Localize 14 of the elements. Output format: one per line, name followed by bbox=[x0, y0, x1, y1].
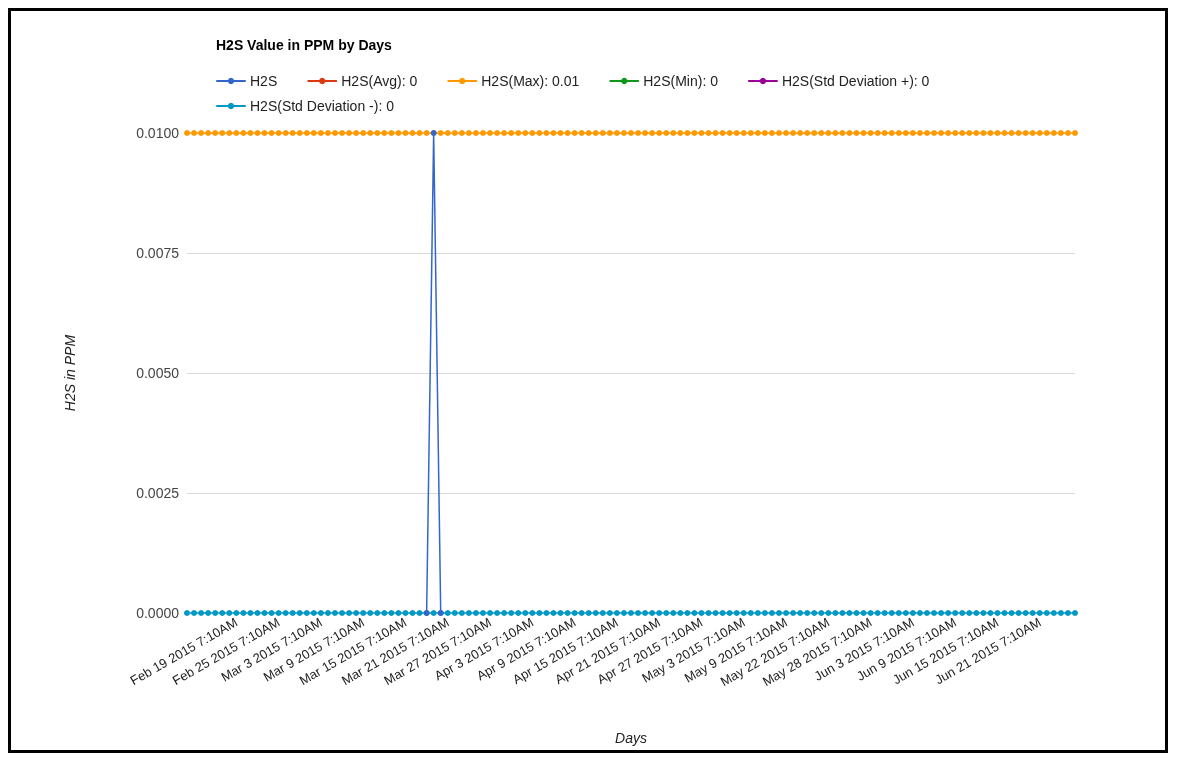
y-tick-label: 0.0000 bbox=[136, 605, 180, 621]
y-tick-label: 0.0025 bbox=[136, 485, 180, 501]
legend-label: H2S(Std Deviation -): 0 bbox=[250, 98, 395, 114]
x-axis-title: Days bbox=[615, 730, 647, 746]
legend-label: H2S bbox=[250, 73, 278, 89]
y-tick-label: 0.0075 bbox=[136, 245, 180, 261]
chart-title: H2S Value in PPM by Days bbox=[216, 37, 393, 53]
y-tick-label: 0.0100 bbox=[136, 125, 180, 141]
legend-label: H2S(Max): 0.01 bbox=[481, 73, 580, 89]
y-tick-label: 0.0050 bbox=[136, 365, 180, 381]
legend-label: H2S(Avg): 0 bbox=[341, 73, 418, 89]
y-axis-title: H2S in PPM bbox=[62, 334, 78, 412]
legend-label: H2S(Min): 0 bbox=[643, 73, 719, 89]
legend-label: H2S(Std Deviation +): 0 bbox=[781, 73, 930, 89]
